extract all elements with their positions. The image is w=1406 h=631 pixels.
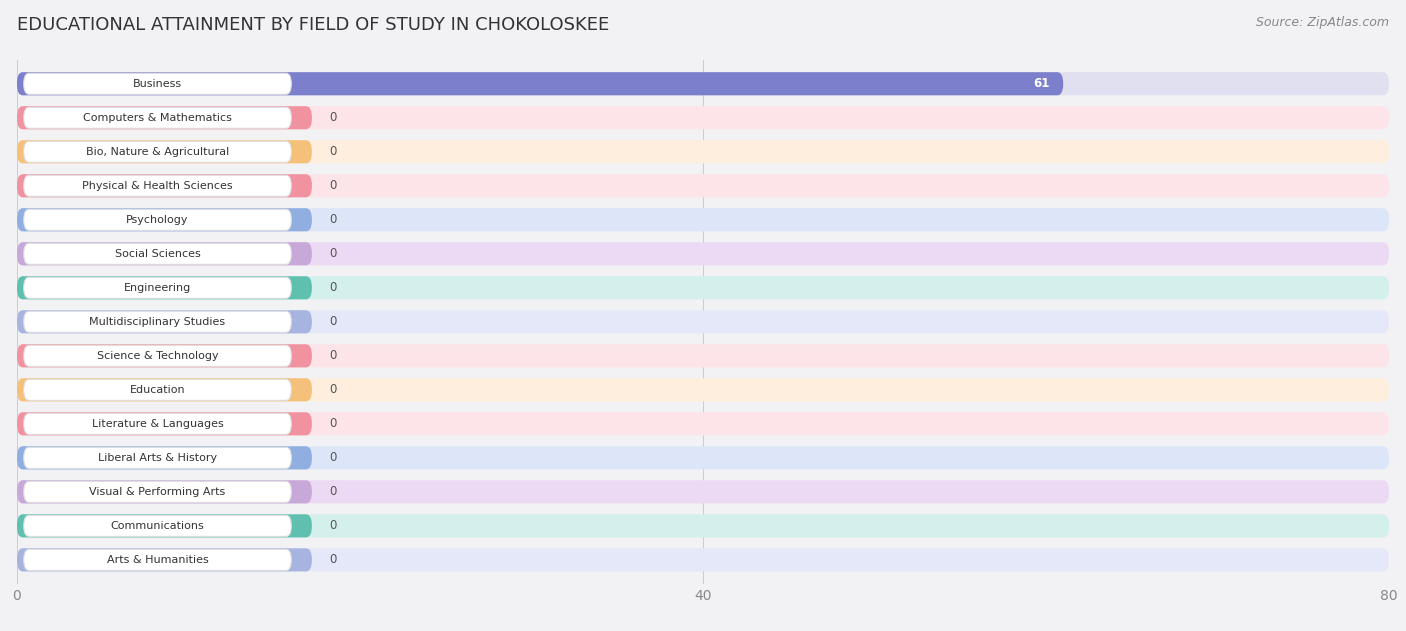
FancyBboxPatch shape <box>17 310 312 333</box>
FancyBboxPatch shape <box>24 107 291 128</box>
Text: 61: 61 <box>1033 77 1049 90</box>
Text: 0: 0 <box>329 316 336 328</box>
Text: Literature & Languages: Literature & Languages <box>91 419 224 429</box>
Text: 0: 0 <box>329 247 336 261</box>
FancyBboxPatch shape <box>24 379 291 400</box>
FancyBboxPatch shape <box>24 345 291 367</box>
FancyBboxPatch shape <box>17 106 1389 129</box>
Text: Source: ZipAtlas.com: Source: ZipAtlas.com <box>1256 16 1389 29</box>
FancyBboxPatch shape <box>17 446 312 469</box>
FancyBboxPatch shape <box>17 480 1389 504</box>
FancyBboxPatch shape <box>17 514 1389 538</box>
Text: Multidisciplinary Studies: Multidisciplinary Studies <box>90 317 225 327</box>
Text: Engineering: Engineering <box>124 283 191 293</box>
FancyBboxPatch shape <box>17 140 1389 163</box>
Text: 0: 0 <box>329 519 336 533</box>
FancyBboxPatch shape <box>24 516 291 536</box>
Text: Science & Technology: Science & Technology <box>97 351 218 361</box>
FancyBboxPatch shape <box>17 242 1389 266</box>
FancyBboxPatch shape <box>24 175 291 196</box>
Text: Psychology: Psychology <box>127 215 188 225</box>
Text: 0: 0 <box>329 179 336 192</box>
Text: 0: 0 <box>329 485 336 498</box>
FancyBboxPatch shape <box>24 277 291 298</box>
FancyBboxPatch shape <box>24 209 291 230</box>
FancyBboxPatch shape <box>17 548 312 572</box>
Text: Communications: Communications <box>111 521 204 531</box>
FancyBboxPatch shape <box>24 413 291 434</box>
FancyBboxPatch shape <box>17 242 312 266</box>
Text: Bio, Nature & Agricultural: Bio, Nature & Agricultural <box>86 147 229 156</box>
FancyBboxPatch shape <box>17 480 312 504</box>
Text: 0: 0 <box>329 145 336 158</box>
Text: Business: Business <box>134 79 183 89</box>
FancyBboxPatch shape <box>17 208 312 232</box>
FancyBboxPatch shape <box>17 140 312 163</box>
FancyBboxPatch shape <box>17 106 312 129</box>
Text: 0: 0 <box>329 383 336 396</box>
FancyBboxPatch shape <box>17 174 1389 198</box>
Text: 0: 0 <box>329 553 336 567</box>
FancyBboxPatch shape <box>17 276 312 299</box>
FancyBboxPatch shape <box>17 412 1389 435</box>
FancyBboxPatch shape <box>24 311 291 333</box>
FancyBboxPatch shape <box>17 72 1063 95</box>
FancyBboxPatch shape <box>17 174 312 198</box>
FancyBboxPatch shape <box>17 276 1389 299</box>
FancyBboxPatch shape <box>17 548 1389 572</box>
Text: Visual & Performing Arts: Visual & Performing Arts <box>90 487 225 497</box>
FancyBboxPatch shape <box>17 345 1389 367</box>
FancyBboxPatch shape <box>24 447 291 468</box>
FancyBboxPatch shape <box>17 514 312 538</box>
Text: 0: 0 <box>329 213 336 227</box>
Text: 0: 0 <box>329 111 336 124</box>
Text: 0: 0 <box>329 417 336 430</box>
FancyBboxPatch shape <box>17 72 1389 95</box>
FancyBboxPatch shape <box>17 412 312 435</box>
Text: 0: 0 <box>329 350 336 362</box>
FancyBboxPatch shape <box>24 73 291 94</box>
FancyBboxPatch shape <box>17 310 1389 333</box>
Text: Arts & Humanities: Arts & Humanities <box>107 555 208 565</box>
FancyBboxPatch shape <box>17 208 1389 232</box>
FancyBboxPatch shape <box>17 345 312 367</box>
FancyBboxPatch shape <box>17 446 1389 469</box>
Text: 0: 0 <box>329 281 336 294</box>
Text: Social Sciences: Social Sciences <box>115 249 201 259</box>
FancyBboxPatch shape <box>24 481 291 502</box>
FancyBboxPatch shape <box>24 550 291 570</box>
Text: Physical & Health Sciences: Physical & Health Sciences <box>82 180 233 191</box>
FancyBboxPatch shape <box>24 243 291 264</box>
Text: EDUCATIONAL ATTAINMENT BY FIELD OF STUDY IN CHOKOLOSKEE: EDUCATIONAL ATTAINMENT BY FIELD OF STUDY… <box>17 16 609 34</box>
Text: 0: 0 <box>329 451 336 464</box>
FancyBboxPatch shape <box>17 378 312 401</box>
FancyBboxPatch shape <box>24 141 291 162</box>
Text: Computers & Mathematics: Computers & Mathematics <box>83 113 232 123</box>
Text: Liberal Arts & History: Liberal Arts & History <box>98 453 217 463</box>
FancyBboxPatch shape <box>17 378 1389 401</box>
Text: Education: Education <box>129 385 186 395</box>
